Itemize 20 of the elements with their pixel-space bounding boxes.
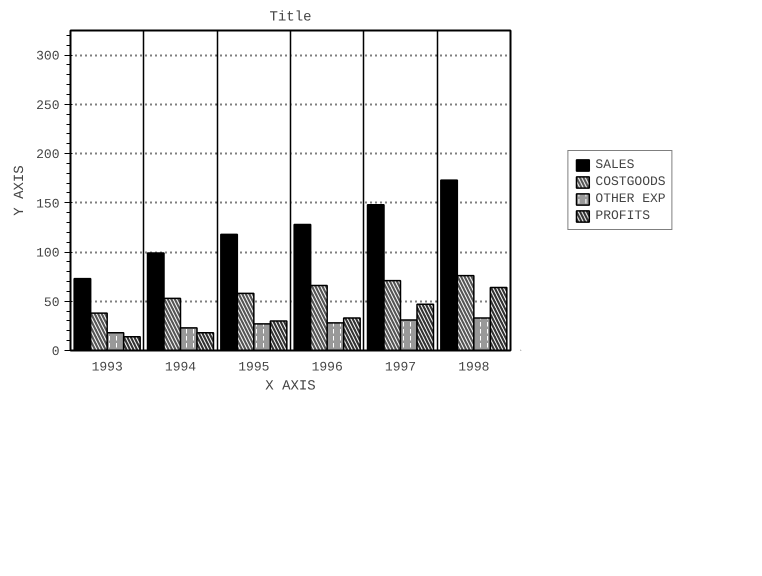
legend-label: COSTGOODS — [595, 174, 666, 189]
y-tick-label: 50 — [44, 294, 60, 310]
y-tick-label: 300 — [36, 48, 60, 64]
y-tick-label: 250 — [36, 98, 60, 113]
y-tick-label: 200 — [36, 147, 60, 162]
legend-label: PROFITS — [595, 208, 650, 223]
chart-title: Title — [269, 10, 312, 26]
legend-label: SALES — [595, 157, 634, 172]
x-tick-label: 1994 — [164, 360, 196, 374]
y-tick-label: 0 — [52, 344, 60, 359]
x-tick-label: 1998 — [458, 360, 490, 374]
y-tick-label: 100 — [36, 246, 60, 261]
x-axis-title: X AXIS — [265, 378, 316, 394]
legend-label: OTHER EXP — [595, 191, 666, 206]
x-tick-label: 1993 — [92, 360, 123, 374]
x-tick-label: 1996 — [312, 360, 343, 374]
y-tick-label: 150 — [36, 196, 60, 212]
y-axis-title: Y AXIS — [12, 165, 28, 216]
x-tick-label: 1995 — [238, 360, 270, 374]
x-tick-label: 1997 — [384, 360, 416, 374]
